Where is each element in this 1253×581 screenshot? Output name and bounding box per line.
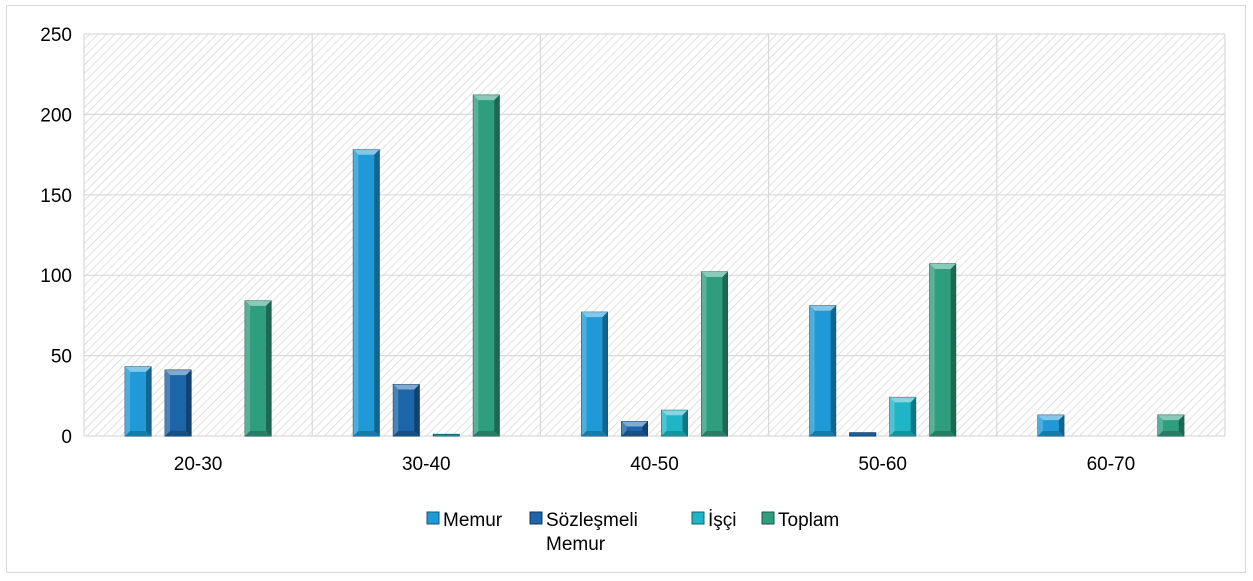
- bar-sözleşmeli-memur-40-50: [621, 421, 648, 437]
- bar-sözleşmeli-memur-50-60: [849, 432, 877, 437]
- bar-memur-60-70: [1037, 414, 1065, 437]
- y-tick-label: 50: [51, 347, 72, 368]
- bar-sözleşmeli-memur-20-30: [164, 369, 192, 437]
- legend-item-toplam: Toplam: [761, 510, 839, 531]
- x-tick-label: 60-70: [1087, 454, 1136, 475]
- legend-item-i̇şçi: İşçi: [691, 510, 737, 531]
- legend-swatch: [691, 511, 705, 525]
- bar-toplam-60-70: [1157, 414, 1185, 437]
- bar-toplam-50-60: [929, 263, 957, 437]
- y-tick-label: 200: [40, 105, 72, 126]
- x-tick-label: 30-40: [402, 454, 451, 475]
- bar-chart: 0 50 100 150 200 250 20-30 30-40 40-50 50-60 60-70…: [40, 25, 1226, 555]
- bar-toplam-30-40: [472, 94, 500, 437]
- bar-i̇şçi-50-60: [889, 396, 917, 437]
- bar-toplam-20-30: [244, 300, 272, 437]
- legend-swatch: [426, 511, 440, 525]
- y-tick-label: 0: [61, 427, 72, 448]
- legend-swatch: [529, 511, 543, 525]
- legend-label: Memur: [443, 510, 503, 531]
- legend-item-memur: Memur: [426, 510, 503, 531]
- legend-swatch: [761, 511, 775, 525]
- legend-item-sözleşmeli-memur: Sözleşmeli Memur: [529, 510, 638, 555]
- bar-memur-40-50: [581, 311, 608, 437]
- bar-i̇şçi-40-50: [661, 409, 688, 437]
- legend-label: Toplam: [778, 510, 839, 531]
- x-tick-label: 40-50: [630, 454, 679, 475]
- chart-container: 0 50 100 150 200 250 20-30 30-40 40-50 50-60 60-70…: [6, 5, 1246, 573]
- bar-memur-30-40: [352, 149, 380, 437]
- x-tick-label: 50-60: [858, 454, 907, 475]
- x-tick-label: 20-30: [174, 454, 223, 475]
- y-tick-label: 150: [40, 186, 72, 207]
- bar-i̇şçi-30-40: [432, 433, 460, 437]
- legend-label: Sözleşmeli Memur: [546, 510, 638, 555]
- y-tick-label: 100: [40, 266, 72, 287]
- y-tick-label: 250: [40, 25, 72, 46]
- legend-label: İşçi: [708, 510, 737, 531]
- bar-sözleşmeli-memur-30-40: [392, 384, 420, 437]
- bar-toplam-40-50: [701, 271, 728, 437]
- bar-memur-20-30: [124, 366, 152, 437]
- plot-area-background: [84, 34, 1225, 436]
- bar-memur-50-60: [809, 305, 837, 437]
